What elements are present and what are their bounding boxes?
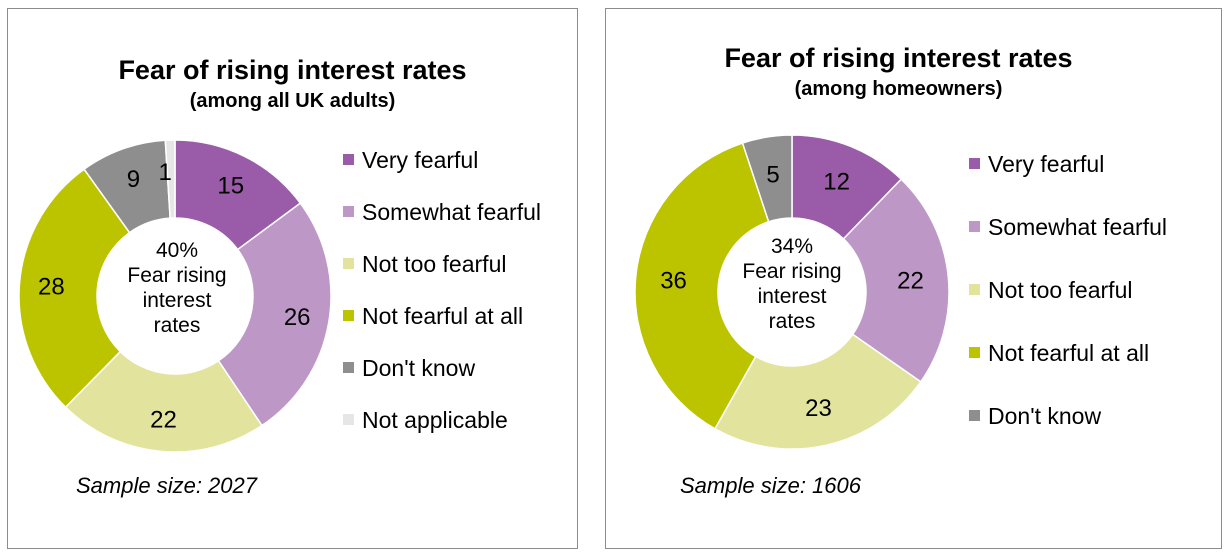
donut-slice (741, 134, 793, 223)
slice-value-label: 15 (217, 172, 244, 199)
center-line: interest (757, 285, 827, 308)
legend-label: Don't know (362, 355, 476, 381)
slice-value-label: 26 (284, 304, 311, 331)
legend-swatch (343, 154, 354, 165)
legend-swatch (343, 258, 354, 269)
legend-label: Not applicable (362, 407, 508, 433)
donut-slice (217, 202, 332, 427)
center-line: interest (142, 289, 212, 312)
legend-label: Don't know (988, 403, 1102, 429)
slice-value-label: 5 (766, 162, 779, 189)
chart-panel-uk-adults: Fear of rising interest rates (among all… (7, 8, 578, 549)
sample-size: Sample size: 2027 (76, 473, 257, 498)
donut-slice (842, 178, 950, 383)
donut-chart: 15 26 22 28 9 1 (18, 139, 332, 453)
donut-slice (713, 333, 922, 450)
donut-slice (164, 139, 176, 219)
chart-title: Fear of rising interest rates (118, 55, 467, 85)
center-line: rates (153, 314, 201, 337)
legend-label: Not fearful at all (362, 303, 524, 329)
center-label: 40% Fear rising interest rates (102, 238, 252, 338)
chart-title: Fear of rising interest rates (724, 43, 1073, 73)
slice-value-label: 23 (805, 395, 832, 422)
legend-swatch (969, 284, 980, 295)
legend-label: Not too fearful (988, 277, 1133, 303)
center-line: Fear rising (127, 264, 227, 287)
legend-label: Not fearful at all (988, 340, 1150, 366)
center-percent: 34% (770, 235, 814, 258)
legend-label: Somewhat fearful (988, 214, 1167, 240)
legend-swatch (343, 310, 354, 321)
legend-swatch (969, 347, 980, 358)
center-line: Fear rising (742, 260, 842, 283)
donut-chart: 12 22 23 36 5 (634, 134, 950, 450)
legend-label: Very fearful (988, 151, 1105, 177)
slice-value-label: 28 (38, 273, 65, 300)
center-percent: 40% (155, 239, 199, 262)
slice-value-label: 9 (127, 166, 140, 193)
legend-label: Very fearful (362, 147, 479, 173)
legend-label: Not too fearful (362, 251, 507, 277)
legend-swatch (969, 410, 980, 421)
slice-value-label: 22 (897, 268, 924, 295)
donut-slice (634, 142, 770, 430)
legend-swatch (343, 414, 354, 425)
sample-size: Sample size: 1606 (680, 473, 861, 498)
legend-swatch (343, 362, 354, 373)
slice-value-label: 36 (660, 268, 687, 295)
center-label: 34% Fear rising interest rates (717, 234, 867, 334)
legend-swatch (343, 206, 354, 217)
slice-value-label: 22 (150, 406, 177, 433)
chart-panel-homeowners: Fear of rising interest rates (among hom… (605, 8, 1222, 549)
legend-swatch (969, 221, 980, 232)
chart-subtitle: (among homeowners) (794, 78, 1003, 100)
legend-swatch (969, 158, 980, 169)
slice-value-label: 1 (158, 159, 171, 186)
donut-slice (18, 168, 131, 409)
slice-value-label: 12 (823, 169, 850, 196)
center-line: rates (768, 310, 816, 333)
donut-slice (64, 350, 263, 453)
chart-subtitle: (among all UK adults) (189, 90, 396, 112)
legend-label: Somewhat fearful (362, 199, 541, 225)
